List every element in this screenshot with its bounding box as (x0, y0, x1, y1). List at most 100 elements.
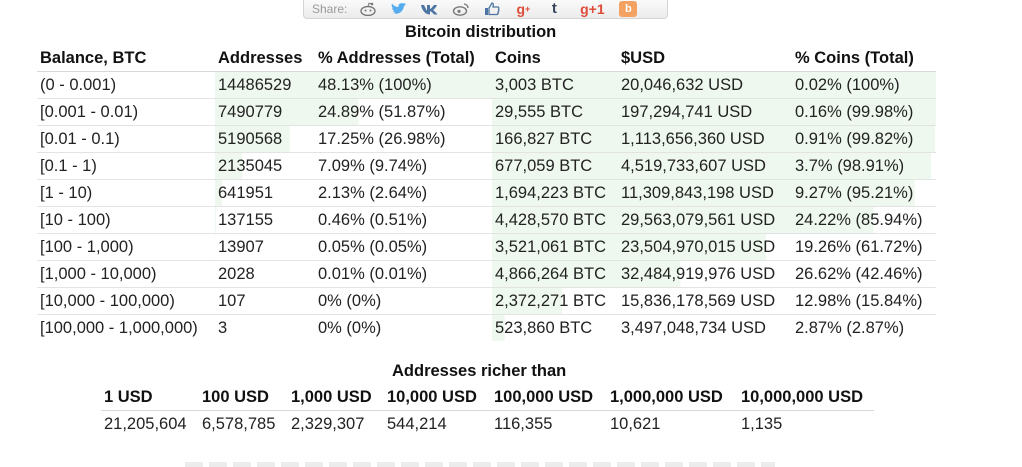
cell-balance: [0.001 - 0.01) (37, 98, 215, 126)
cell-pct-addresses: 7.09% (9.74%) (315, 152, 492, 180)
richer-value: 544,214 (387, 414, 447, 433)
cell-coins: 166,827 BTC (492, 125, 618, 153)
twitter-icon[interactable] (388, 1, 410, 17)
cell-usd: 20,046,632 USD (618, 71, 792, 99)
like-icon[interactable] (481, 1, 503, 17)
cell-coins: 1,694,223 BTC (492, 179, 618, 207)
table-row: [100,000 - 1,000,000) 3 0% (0%) 523,860 BTC… (37, 314, 936, 341)
cell-usd: 29,563,079,561 USD (618, 206, 792, 234)
cell-addresses: 107 (215, 287, 315, 315)
cell-addresses: 2135045 (215, 152, 315, 180)
share-bar: Share: g + t g+1 b (303, 0, 668, 19)
cell-coins: 677,059 BTC (492, 152, 618, 180)
cell-pct-coins: 2.87% (2.87%) (792, 314, 936, 341)
cell-pct-coins: 9.27% (95.21%) (792, 179, 936, 207)
cell-usd: 23,504,970,015 USD (618, 233, 792, 261)
richer-value: 1,135 (741, 414, 783, 433)
table-row: [10,000 - 100,000) 107 0% (0%) 2,372,271 BT… (37, 287, 936, 315)
gplus-one-icon[interactable]: g+1 (580, 1, 605, 17)
share-label: Share: (312, 2, 348, 16)
col-pct-addresses: % Addresses (Total) (318, 49, 475, 67)
table-row: [1,000 - 10,000) 2028 0.01% (0.01%) 4,866,2… (37, 260, 936, 288)
cell-coins: 3,003 BTC (492, 71, 618, 99)
table-row: [0.001 - 0.01) 7490779 24.89% (51.87%) 29,5… (37, 98, 936, 126)
col-1000000-usd: 1,000,000 USD (607, 385, 738, 411)
cell-usd: 1,113,656,360 USD (618, 125, 792, 153)
weibo-icon[interactable] (450, 1, 472, 17)
cell-pct-coins: 0.91% (99.82%) (792, 125, 936, 153)
cell-coins: 29,555 BTC (492, 98, 618, 126)
cell-balance: [10,000 - 100,000) (37, 287, 215, 315)
cell-balance: [100,000 - 1,000,000) (37, 314, 215, 341)
distribution-table: Balance, BTC Addresses % Addresses (Tota… (37, 46, 936, 341)
cell-addresses: 137155 (215, 206, 315, 234)
table-row: [1 - 10) 641951 2.13% (2.64%) 1,694,223 BTC… (37, 179, 936, 207)
cell-balance: [0.1 - 1) (37, 152, 215, 180)
cell-pct-addresses: 24.89% (51.87%) (315, 98, 492, 126)
richer-title: Addresses richer than (392, 362, 567, 380)
cell-pct-addresses: 0.46% (0.51%) (315, 206, 492, 234)
cell-addresses: 13907 (215, 233, 315, 261)
cell-balance: [10 - 100) (37, 206, 215, 234)
table-row: [100 - 1,000) 13907 0.05% (0.05%) 3,521,061… (37, 233, 936, 261)
richer-value: 21,205,604 (104, 414, 187, 433)
googleplus-icon[interactable]: g + (516, 1, 531, 17)
col-1000-usd: 1,000 USD (288, 385, 384, 411)
cell-addresses: 5190568 (215, 125, 315, 153)
cell-addresses: 14486529 (215, 71, 315, 99)
richer-values-row: 21,205,604 6,578,785 2,329,307 544,214 1… (101, 411, 874, 438)
cell-pct-coins: 26.62% (42.46%) (792, 260, 936, 288)
cell-addresses: 641951 (215, 179, 315, 207)
vk-icon[interactable] (419, 1, 441, 17)
cell-pct-coins: 0.02% (100%) (792, 71, 936, 99)
cell-pct-addresses: 0% (0%) (315, 287, 492, 315)
distribution-title: Bitcoin distribution (405, 23, 557, 41)
cell-balance: [1 - 10) (37, 179, 215, 207)
col-10000-usd: 10,000 USD (384, 385, 491, 411)
cell-usd: 4,519,733,607 USD (618, 152, 792, 180)
cell-pct-addresses: 0.01% (0.01%) (315, 260, 492, 288)
cell-balance: [0.01 - 0.1) (37, 125, 215, 153)
blogger-icon[interactable]: b (619, 1, 638, 17)
bottom-fade-divider (185, 462, 775, 467)
cell-pct-coins: 19.26% (61.72%) (792, 233, 936, 261)
cell-usd: 3,497,048,734 USD (618, 314, 792, 341)
cell-coins: 4,428,570 BTC (492, 206, 618, 234)
col-1-usd: 1 USD (101, 385, 199, 411)
col-100000-usd: 100,000 USD (491, 385, 607, 411)
cell-usd: 11,309,843,198 USD (618, 179, 792, 207)
cell-usd: 197,294,741 USD (618, 98, 792, 126)
cell-coins: 3,521,061 BTC (492, 233, 618, 261)
richer-value: 116,355 (494, 414, 553, 433)
cell-coins: 2,372,271 BTC (492, 287, 618, 315)
cell-pct-addresses: 48.13% (100%) (315, 71, 492, 99)
cell-coins: 523,860 BTC (492, 314, 618, 341)
cell-balance: [100 - 1,000) (37, 233, 215, 261)
col-addresses: Addresses (218, 49, 303, 67)
cell-usd: 15,836,178,569 USD (618, 287, 792, 315)
tumblr-icon[interactable]: t (551, 0, 557, 17)
richer-value: 2,329,307 (291, 414, 365, 433)
richer-table: 1 USD 100 USD 1,000 USD 10,000 USD 100,0… (101, 385, 874, 437)
table-row: [10 - 100) 137155 0.46% (0.51%) 4,428,570 B… (37, 206, 936, 234)
cell-pct-coins: 24.22% (85.94%) (792, 206, 936, 234)
col-100-usd: 100 USD (199, 385, 288, 411)
cell-addresses: 7490779 (215, 98, 315, 126)
cell-addresses: 3 (215, 314, 315, 341)
table-row: [0.1 - 1) 2135045 7.09% (9.74%) 677,059 BTC… (37, 152, 936, 180)
cell-addresses: 2028 (215, 260, 315, 288)
cell-pct-coins: 3.7% (98.91%) (792, 152, 936, 180)
col-balance: Balance, BTC (40, 49, 147, 67)
col-coins: Coins (495, 49, 541, 67)
table-row: (0 - 0.001) 14486529 48.13% (100%) 3,003 BT… (37, 71, 936, 99)
col-usd: $USD (621, 49, 666, 67)
reddit-icon[interactable] (357, 1, 379, 17)
richer-value: 10,621 (610, 414, 661, 433)
distribution-header-row: Balance, BTC Addresses % Addresses (Tota… (37, 46, 936, 72)
cell-balance: (0 - 0.001) (37, 71, 215, 99)
cell-coins: 4,866,264 BTC (492, 260, 618, 288)
col-10000000-usd: 10,000,000 USD (738, 385, 874, 411)
cell-pct-addresses: 0.05% (0.05%) (315, 233, 492, 261)
cell-pct-addresses: 17.25% (26.98%) (315, 125, 492, 153)
cell-balance: [1,000 - 10,000) (37, 260, 215, 288)
